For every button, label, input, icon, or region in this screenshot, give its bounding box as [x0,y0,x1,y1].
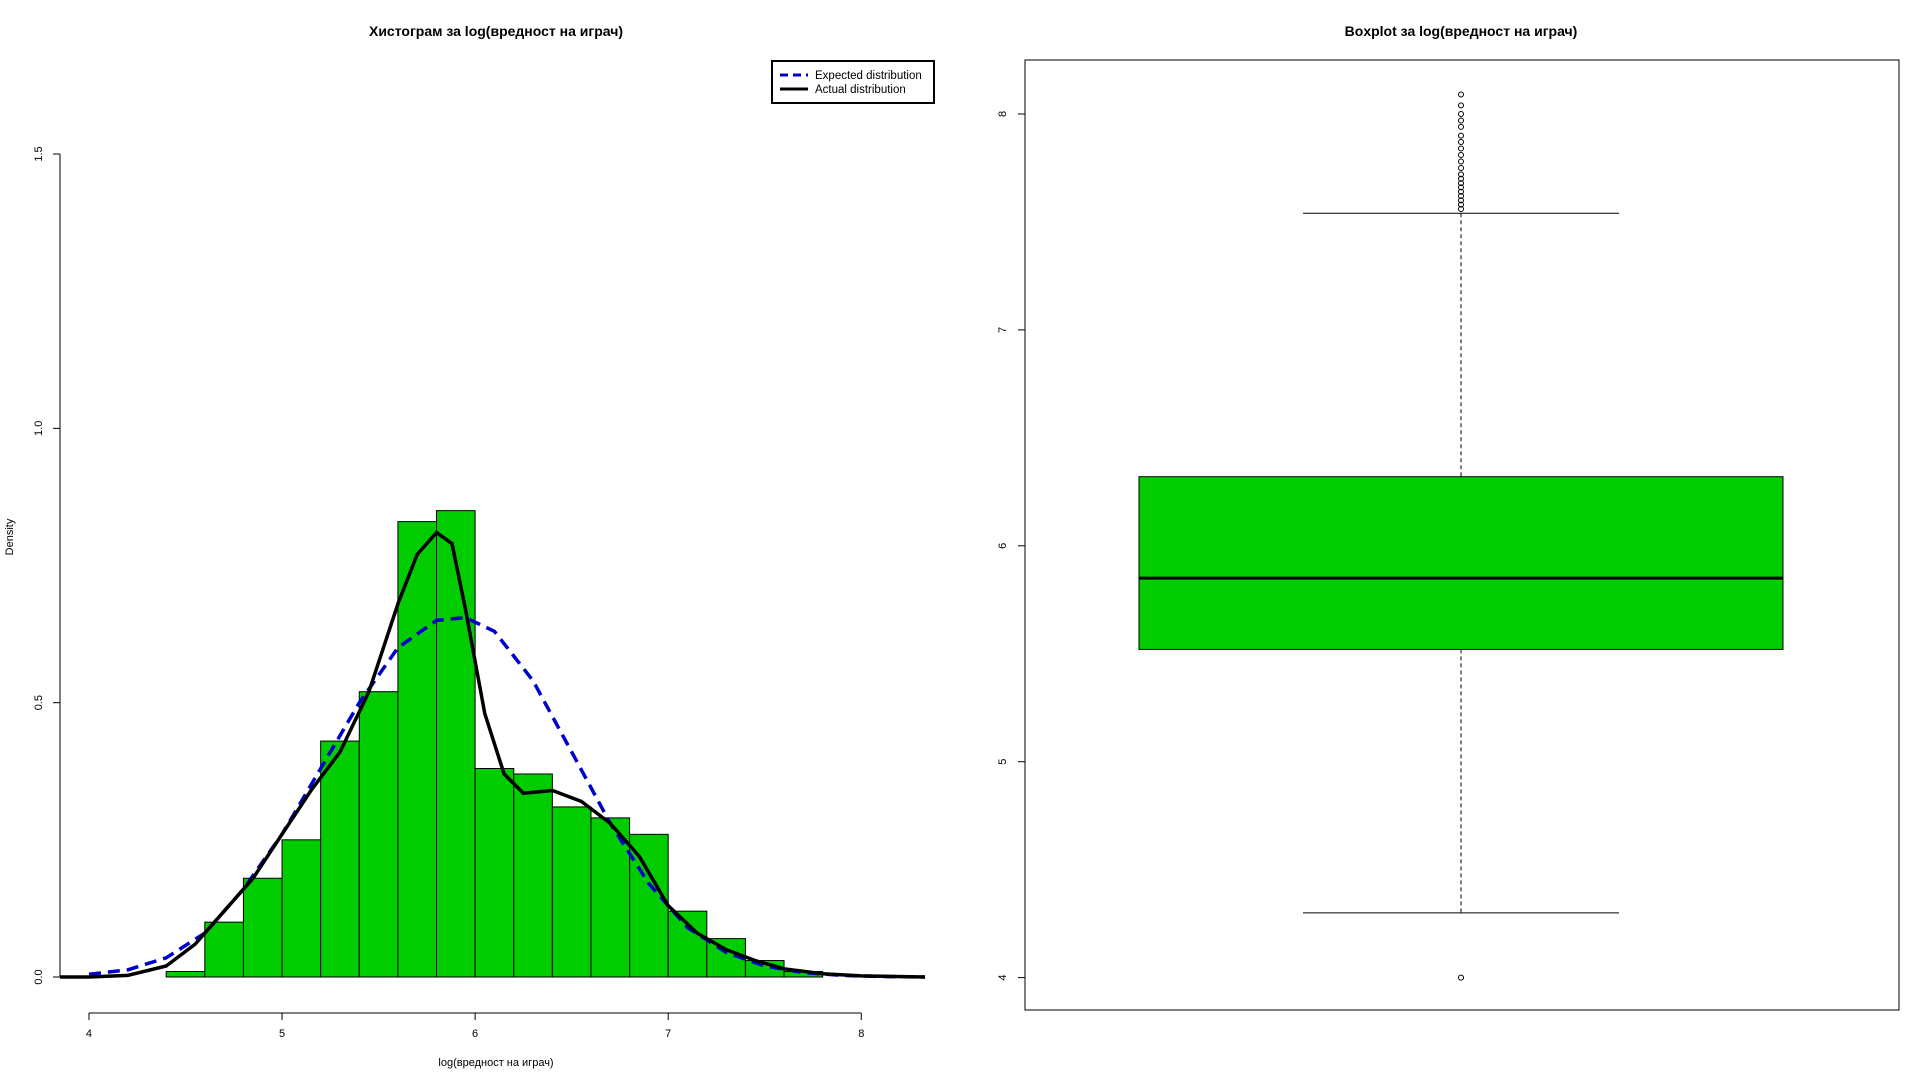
outlier-point [1458,197,1464,204]
y-tick-label: 8 [997,111,1009,117]
outlier-point [1458,110,1464,117]
outlier-point [1458,152,1464,158]
outlier-point [1458,117,1464,124]
actual-distribution-line [60,530,926,979]
histogram-y-axis-label: Density [4,518,16,555]
outlier-point [1458,102,1464,109]
outlier-point [1458,139,1464,146]
y-tick-label: 6 [997,543,1009,549]
histogram-bar [667,910,708,978]
outlier-point [1458,158,1464,165]
histogram-bar [474,768,515,978]
histogram-bar [358,691,399,978]
outlier-point [1458,201,1464,208]
legend-box [771,60,935,104]
boxplot-body [1138,212,1784,914]
outlier-point [1458,145,1464,152]
histogram-bar [629,833,669,978]
outlier-point [1458,91,1464,98]
histogram-curves [60,530,926,979]
histogram-title: Хистограм за log(вредност на играч) [369,23,623,39]
histogram-bar [436,510,476,978]
outlier-point [1458,188,1464,195]
outlier-point [1458,175,1464,182]
outlier-point [1458,171,1464,178]
y-tick-label: 0.0 [33,969,45,984]
y-tick-label: 7 [997,327,1009,333]
histogram-panel: Хистограм за log(вредност на играч) 4 5 6 7… [4,23,935,1069]
histogram-bar [513,773,553,978]
histogram-bar [397,521,438,978]
outlier-point [1458,184,1464,191]
y-tick-label: 4 [997,975,1009,981]
legend-label-expected: Expected distribution [815,70,922,82]
y-tick-label: 1.5 [33,146,45,161]
boxplot-y-axis: 4 5 6 7 8 [997,111,1026,981]
outlier-point [1458,974,1464,981]
x-tick-label: 8 [858,1028,864,1040]
x-tick-label: 5 [279,1028,285,1040]
outlier-point [1458,123,1464,130]
outlier-point [1458,164,1464,171]
histogram-bar [242,877,283,978]
histogram-bar [281,839,322,978]
y-tick-label: 0.5 [33,695,45,710]
x-tick-label: 7 [665,1028,671,1040]
boxplot-outliers [1458,91,1464,981]
interquartile-box [1138,476,1784,650]
histogram-x-axis-label: log(вредност на играч) [438,1057,553,1069]
outlier-point [1458,180,1464,187]
boxplot-title: Boxplot за log(вредност на играч) [1345,23,1578,39]
histogram-x-axis: 4 5 6 7 8 [86,1012,864,1040]
legend: Expected distribution Actual distributio… [771,60,935,104]
outlier-point [1458,132,1464,139]
histogram-bar [204,921,244,978]
x-tick-label: 6 [472,1028,478,1040]
y-tick-label: 5 [997,759,1009,765]
outlier-point [1458,205,1464,212]
histogram-bar [551,806,592,978]
histogram-bars [165,510,824,978]
outlier-point [1458,193,1464,200]
histogram-bar [320,740,360,978]
boxplot-panel: Boxplot за log(вредност на играч) 4 5 6 7 8 [997,23,1900,1011]
y-tick-label: 1.0 [33,421,45,436]
histogram-bar [165,971,206,978]
x-tick-label: 4 [86,1028,92,1040]
histogram-y-axis: 0.0 0.5 1.0 1.5 [33,146,61,985]
legend-label-actual: Actual distribution [815,84,906,96]
